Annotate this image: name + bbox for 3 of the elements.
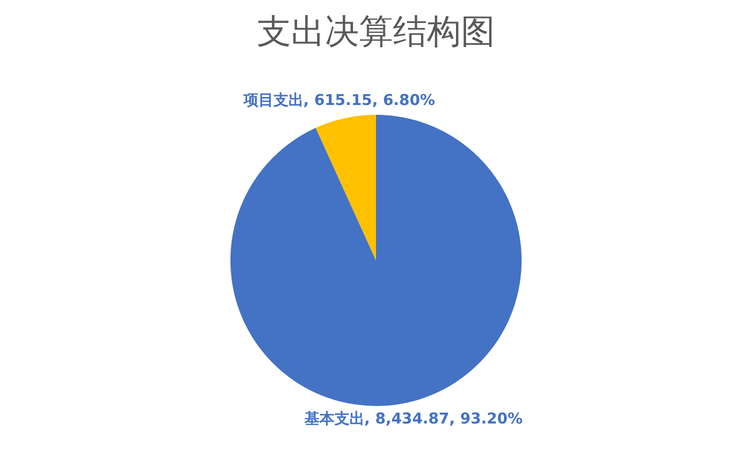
slice-label: 基本支出, 8,434.87, 93.20% bbox=[303, 409, 523, 428]
slice-label: 项目支出, 615.15, 6.80% bbox=[242, 91, 436, 110]
chart-title: 支出决算结构图 bbox=[257, 12, 495, 52]
